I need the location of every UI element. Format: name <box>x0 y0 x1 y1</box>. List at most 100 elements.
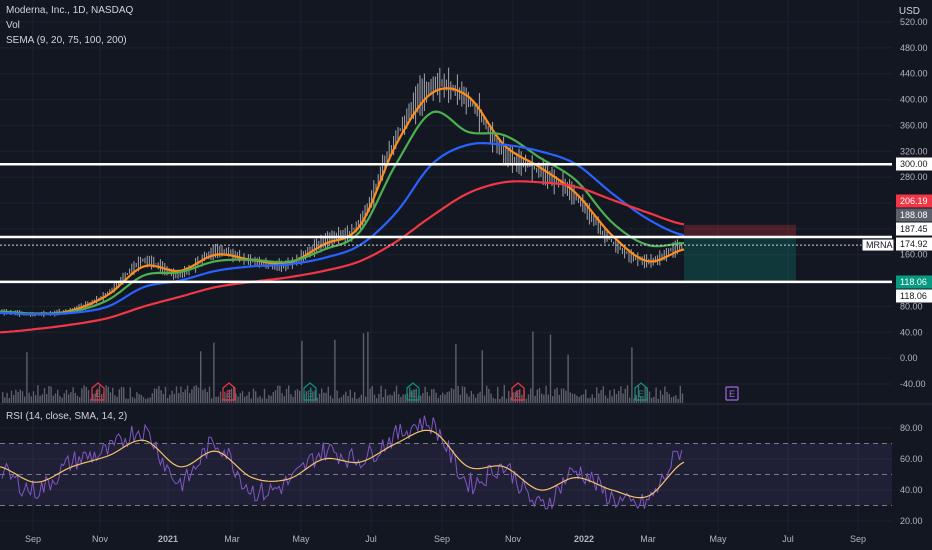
symbol-title[interactable]: Moderna, Inc., 1D, NASDAQ <box>6 5 134 16</box>
volume-bar <box>10 390 13 403</box>
volume-bar <box>13 395 15 403</box>
volume-bar <box>530 388 532 403</box>
volume-bar <box>332 398 334 403</box>
volume-bar <box>508 391 510 403</box>
time-axis[interactable]: Sep Nov 2021 Mar May Jul Sep Nov 2022 Mar May Jul Se… <box>25 534 866 544</box>
price-tag <box>896 157 932 171</box>
volume-bar <box>351 397 354 403</box>
volume-bar <box>543 394 545 403</box>
volume-bar <box>593 397 596 403</box>
volume-bar <box>270 395 272 403</box>
volume-bar <box>519 389 521 403</box>
volume-bar <box>274 390 277 403</box>
volume-bar <box>512 392 514 403</box>
volume-bar <box>37 385 39 403</box>
volume-bar <box>171 390 173 403</box>
volume-bar <box>281 393 283 403</box>
volume-legend[interactable]: Vol <box>6 20 20 31</box>
volume-bar <box>252 388 255 403</box>
volume-bar <box>492 397 494 403</box>
volume-bar <box>600 390 602 403</box>
volume-bar <box>424 386 426 403</box>
volume-bar <box>134 398 136 403</box>
volume-bar <box>164 386 167 403</box>
volume-bar <box>46 394 48 403</box>
volume-bar <box>8 397 10 403</box>
volume-bar <box>371 386 373 403</box>
volume-bar <box>217 396 219 403</box>
volume-bar <box>411 391 413 403</box>
volume-bar <box>534 395 536 403</box>
rsi-sma-line <box>0 429 685 499</box>
volume-bar <box>39 395 41 403</box>
volume-bar <box>327 386 329 403</box>
volume-bar <box>107 386 109 403</box>
volume-bar <box>380 385 382 403</box>
time-tick-label: Nov <box>92 534 109 544</box>
volume-bar <box>433 388 435 403</box>
volume-bar <box>382 396 384 403</box>
short-stop-zone[interactable] <box>684 224 796 237</box>
volume-bar <box>373 394 376 403</box>
short-target-zone[interactable] <box>684 236 796 282</box>
volume-bar <box>127 398 129 403</box>
sema-line-75 <box>0 142 685 316</box>
volume-bar <box>602 386 604 403</box>
volume-bar <box>180 386 182 403</box>
volume-bar <box>662 394 664 403</box>
volume-bar <box>294 390 296 403</box>
earnings-marker-label: E <box>226 389 232 399</box>
volume-bar <box>85 386 87 403</box>
horizontal-levels[interactable]: MRNA <box>0 162 895 284</box>
volume-bar <box>32 391 35 403</box>
price-tick-label: 40.00 <box>900 327 923 337</box>
volume-bar <box>312 391 314 403</box>
volume-bar <box>158 385 160 403</box>
volume-bar <box>208 386 211 403</box>
volume-bar <box>398 394 400 403</box>
volume-bar <box>323 392 325 403</box>
volume-bar <box>206 391 208 403</box>
symbol-tag <box>861 238 895 252</box>
volume-bar <box>457 385 459 403</box>
rsi-legend[interactable]: RSI (14, close, SMA, 14, 2) <box>6 411 128 422</box>
price-tag <box>896 275 932 289</box>
volume-bar <box>626 385 629 403</box>
volume-bar <box>288 385 290 403</box>
volume-bar <box>87 390 90 403</box>
volume-bar <box>607 398 609 403</box>
volume-bar <box>162 393 164 403</box>
volume-bar <box>556 387 558 403</box>
volume-bar <box>442 392 444 403</box>
volume-bar <box>131 396 134 403</box>
volume-bar <box>338 398 340 403</box>
price-tick-label: 440.00 <box>900 69 928 79</box>
currency-label: USD <box>898 6 920 17</box>
volume-bar <box>468 396 470 403</box>
volume-bar <box>615 394 618 403</box>
short-position-tool[interactable] <box>684 224 796 282</box>
earnings-marker-label: E <box>307 389 313 399</box>
volume-bar <box>204 388 206 403</box>
volume-bar <box>15 389 17 403</box>
volume-bar <box>175 386 178 403</box>
volume-bar <box>510 397 512 403</box>
volume-bar <box>475 397 477 403</box>
volume-bar <box>92 393 94 403</box>
rsi-lines <box>0 415 685 511</box>
time-tick-label: Mar <box>640 534 656 544</box>
volume-bar <box>325 392 327 403</box>
time-tick-label: Sep <box>434 534 450 544</box>
volume-bar <box>334 339 336 403</box>
volume-bar <box>349 389 351 403</box>
earnings-marker <box>91 382 105 401</box>
rsi-axis[interactable]: 80.00 60.00 40.00 20.00 <box>900 423 923 526</box>
volume-bar <box>578 396 580 403</box>
sema-legend[interactable]: SEMA (9, 20, 75, 100, 200) <box>6 35 127 46</box>
volume-bar <box>305 391 307 403</box>
price-tick-label: 520.00 <box>900 17 928 27</box>
volume-bar <box>314 390 316 403</box>
volume-bar <box>299 390 301 403</box>
